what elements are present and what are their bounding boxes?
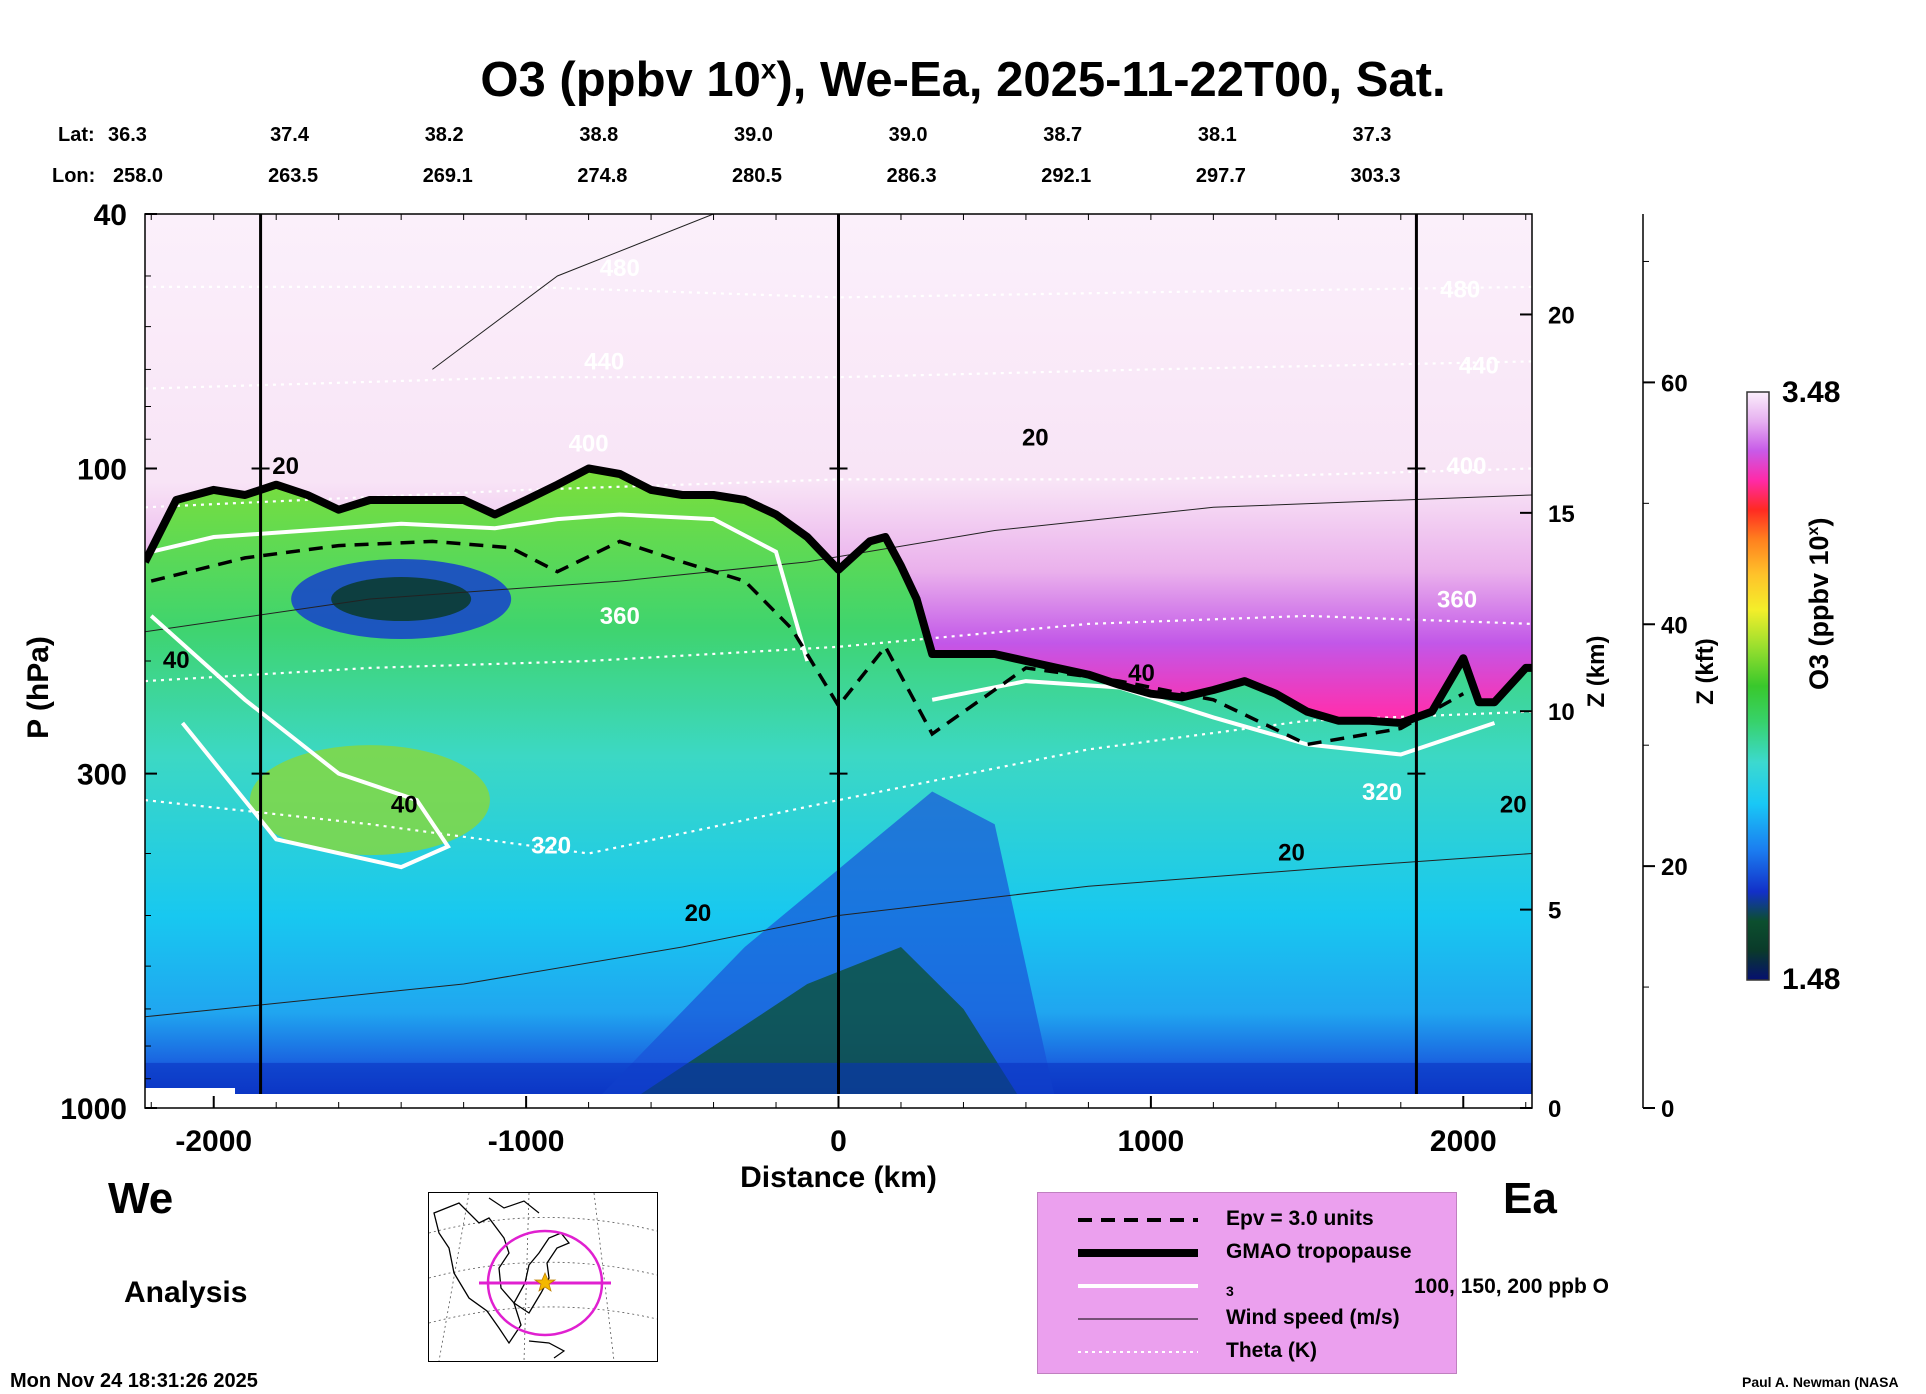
- z-kft-tick-label: 40: [1661, 612, 1688, 639]
- lon-value: 274.8: [577, 165, 628, 187]
- colorbar-max: 3.48: [1782, 376, 1841, 409]
- east-label: Ea: [1503, 1174, 1557, 1223]
- low-ozone-center-upper: [331, 577, 472, 622]
- contour-label: 480: [1440, 276, 1480, 303]
- lon-value: 297.7: [1195, 165, 1246, 187]
- contour-label: 480: [600, 255, 640, 282]
- z-km-tick-label: 15: [1548, 501, 1575, 528]
- contour-label: 320: [531, 833, 571, 860]
- coastline-east: [513, 1232, 571, 1314]
- z-km-tick-label: 10: [1548, 699, 1575, 726]
- chart-title: O3 (ppbv 10x), We-Ea, 2025-11-22T00, Sat…: [480, 53, 1446, 107]
- credit: Paul A. Newman (NASA: [1742, 1374, 1899, 1390]
- inset-map: [428, 1192, 658, 1362]
- z-km-axis-label: Z (km): [1583, 636, 1610, 708]
- legend-box: Epv = 3.0 units GMAO tropopause 100, 150…: [1037, 1192, 1609, 1374]
- colorbar-label: O3 (ppbv 10x): [1804, 517, 1834, 690]
- contour-label: 360: [600, 603, 640, 630]
- z-km-tick-label: 20: [1548, 302, 1575, 329]
- west-label: We: [108, 1174, 174, 1223]
- x-tick-label: -1000: [488, 1125, 565, 1158]
- legend-item-tropopause: GMAO tropopause: [1078, 1240, 1412, 1263]
- contour-label: 440: [584, 348, 624, 375]
- z-kft-tick-label: 60: [1661, 370, 1688, 397]
- tropopause-line: [145, 464, 1532, 727]
- colorbar-min: 1.48: [1782, 963, 1841, 996]
- wind-contour-1: [145, 494, 1532, 633]
- lon-value: 269.1: [422, 165, 473, 187]
- lat-value: 37.4: [270, 124, 309, 146]
- x-tick-label: 0: [830, 1125, 847, 1158]
- lat-value: 36.3: [108, 124, 147, 146]
- legend-item-epv: Epv = 3.0 units: [1078, 1207, 1374, 1230]
- contour-label: 20: [1278, 839, 1305, 866]
- lat-value: 38.7: [1043, 124, 1083, 146]
- epv-contour: [150, 539, 1465, 747]
- theta-contour-320: [145, 710, 1532, 855]
- z-kft-tick-label: 0: [1661, 1096, 1674, 1123]
- lon-value: 280.5: [731, 165, 783, 187]
- lat-value: 39.0: [888, 124, 928, 146]
- z-kft-axis-label: Z (kft): [1692, 638, 1719, 705]
- contour-label: 20: [685, 900, 712, 927]
- map-center-star: [533, 1271, 557, 1292]
- o3-contour-2: [931, 679, 1496, 757]
- p-tick-label: 40: [94, 199, 127, 232]
- lon-label: Lon:: [52, 165, 96, 187]
- wind-contour-2: [432, 214, 714, 370]
- p-tick-label: 300: [77, 759, 127, 792]
- contour-label: 20: [1022, 424, 1049, 451]
- contour-label: 40: [391, 791, 418, 818]
- high-ozone-intrusion: [249, 745, 490, 856]
- lat-value: 38.8: [579, 124, 619, 146]
- p-tick-label: 100: [77, 453, 127, 486]
- legend-item-wind: Wind speed (m/s): [1078, 1306, 1400, 1329]
- lon-value: 286.3: [886, 165, 937, 187]
- colorbar: [1746, 391, 1770, 981]
- lon-value: 292.1: [1041, 165, 1092, 187]
- lon-value: 263.5: [268, 165, 319, 187]
- contour-label: 320: [1362, 779, 1402, 806]
- theta-contour-360: [145, 614, 1532, 683]
- contour-label: 20: [272, 453, 299, 480]
- contour-label: 400: [569, 430, 609, 457]
- coastline-america: [433, 1202, 522, 1345]
- lat-value: 38.2: [424, 124, 464, 146]
- lat-value: 39.0: [733, 124, 773, 146]
- x-axis-label: Distance (km): [740, 1161, 937, 1194]
- contour-label: 400: [1446, 453, 1486, 480]
- contour-label: 360: [1437, 587, 1477, 614]
- x-tick-label: -2000: [175, 1125, 252, 1158]
- contour-label: 40: [163, 647, 190, 674]
- p-tick-label: 1000: [60, 1093, 127, 1126]
- y-axis-label: P (hPa): [22, 636, 55, 739]
- lon-value: 303.3: [1350, 165, 1401, 187]
- lat-label: Lat:: [58, 124, 95, 146]
- legend-item-theta: Theta (K): [1078, 1339, 1317, 1362]
- z-kft-tick-label: 20: [1661, 854, 1688, 881]
- contour-label: 20: [1500, 791, 1527, 818]
- lat-value: 38.1: [1197, 124, 1237, 146]
- terrain-mask: [145, 1088, 235, 1094]
- z-km-tick-label: 0: [1548, 1096, 1561, 1123]
- timestamp: Mon Nov 24 18:31:26 2025: [10, 1370, 258, 1392]
- lat-value: 37.3: [1352, 124, 1392, 146]
- contour-label: 40: [1128, 660, 1155, 687]
- analysis-label: Analysis: [124, 1276, 248, 1309]
- coastline-north: [488, 1197, 540, 1214]
- boundary-layer-low: [640, 946, 1018, 1094]
- x-tick-label: 1000: [1118, 1125, 1185, 1158]
- contour-overlays: 480 480 440 440 400 400 360 360 320 320 20 20 20 20 20…: [145, 214, 1532, 1094]
- x-tick-label: 2000: [1430, 1125, 1497, 1158]
- coastline-south: [528, 1340, 566, 1359]
- z-km-tick-label: 5: [1548, 898, 1561, 925]
- lon-value: 258.0: [113, 165, 164, 187]
- contour-label: 440: [1459, 352, 1499, 379]
